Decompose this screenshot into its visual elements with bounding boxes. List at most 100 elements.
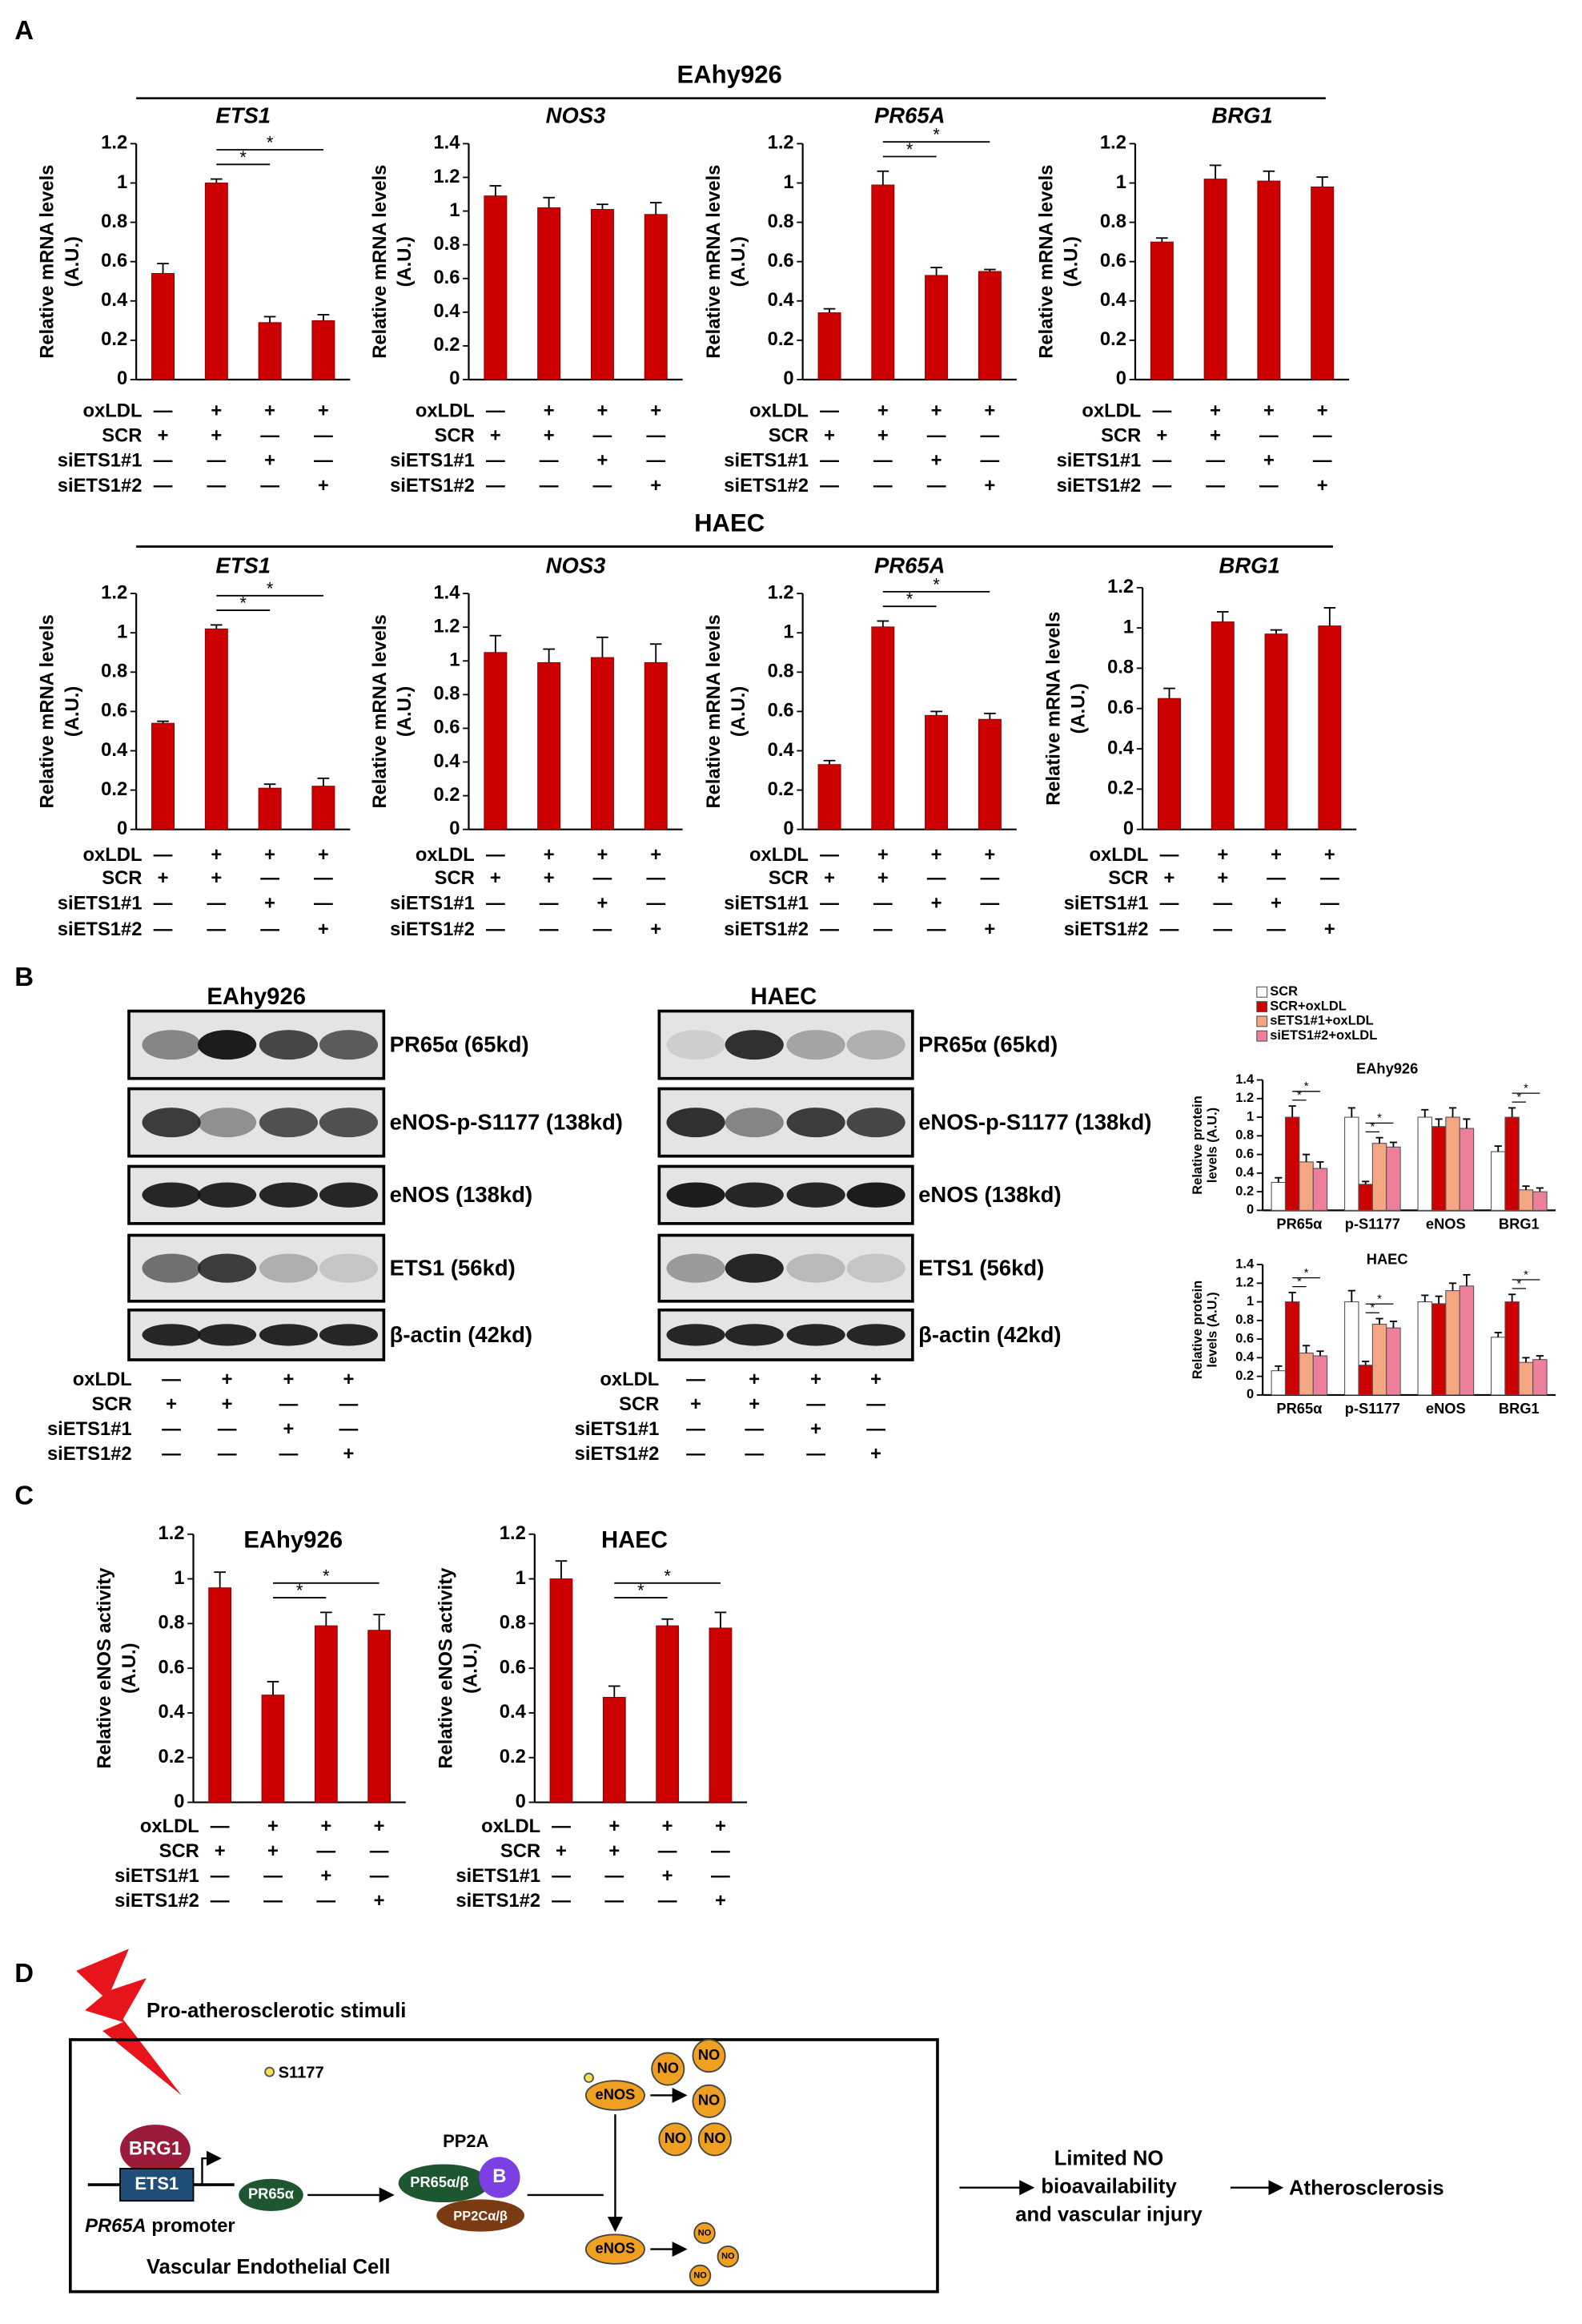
diagram-text: PP2Cα/β (453, 2209, 508, 2224)
condition-sign: — (339, 1393, 359, 1415)
blot-band (142, 1030, 201, 1060)
condition-sign: + (1263, 450, 1275, 472)
bar (1371, 1143, 1387, 1211)
condition-sign: + (1317, 400, 1328, 422)
blot-band (259, 1324, 319, 1346)
bar (978, 271, 1002, 380)
condition-sign: — (314, 425, 333, 447)
condition-sign: — (604, 1890, 624, 1912)
condition-sign: — (154, 844, 173, 866)
y-tick-label: 0.4 (101, 289, 128, 311)
condition-sign: — (1206, 475, 1225, 497)
condition-sign: + (222, 1393, 233, 1415)
condition-sign: — (540, 919, 559, 940)
y-axis-label: (A.U.) (728, 686, 749, 737)
significance-label: * (1297, 1276, 1302, 1289)
condition-sign: — (593, 475, 612, 497)
condition-sign: — (486, 844, 505, 866)
y-tick-label: 0 (1116, 368, 1126, 389)
y-tick-label: 1.4 (433, 132, 460, 154)
diagram-text: and vascular injury (1015, 2203, 1203, 2225)
bar (817, 764, 841, 830)
y-axis-label: (A.U.) (394, 236, 416, 287)
bar (1358, 1184, 1373, 1211)
y-axis-label: Relative mRNA levels (369, 165, 391, 359)
bar (258, 322, 282, 380)
bar (1299, 1353, 1314, 1396)
y-axis-label: Relative mRNA levels (703, 614, 725, 808)
condition-sign: + (877, 867, 889, 889)
diagram-text: NO (698, 2092, 720, 2109)
y-tick-label: 0.2 (1100, 328, 1126, 350)
condition-sign: — (486, 892, 505, 914)
condition-sign: — (711, 1865, 730, 1887)
condition-sign: + (1271, 892, 1282, 914)
b-shape (479, 2157, 520, 2198)
bar (484, 652, 508, 830)
blot-label: eNOS (138kd) (918, 1182, 1061, 1207)
condition-label: siETS1#1 (390, 892, 475, 914)
significance-label: * (239, 593, 247, 613)
bar (1445, 1290, 1460, 1396)
condition-label: siETS1#1 (456, 1865, 540, 1887)
y-tick-label: 0 (117, 818, 127, 839)
condition-label: oxLDL (416, 400, 475, 422)
y-tick-label: 0 (783, 368, 793, 389)
legend-swatch (1256, 1001, 1268, 1013)
condition-sign: + (877, 844, 889, 866)
condition-sign: + (715, 1815, 726, 1837)
bar (590, 209, 614, 380)
condition-sign: + (1210, 400, 1221, 422)
blot-band (319, 1253, 379, 1283)
bar (925, 714, 949, 830)
y-axis-label: (A.U.) (1068, 683, 1090, 734)
condition-sign: — (820, 400, 839, 422)
condition-sign: + (556, 1840, 567, 1862)
y-tick-label: 1 (783, 171, 793, 193)
y-tick-label: 0.6 (500, 1656, 526, 1678)
no-molecule (651, 2052, 685, 2086)
y-tick-label: 0.6 (158, 1656, 184, 1678)
panel-label: C (14, 1481, 34, 1510)
condition-sign: — (314, 450, 333, 472)
condition-sign: — (686, 1369, 705, 1390)
bar (644, 214, 668, 380)
condition-sign: — (486, 400, 505, 422)
blot-title: EAhy926 (207, 984, 306, 1010)
blot-band (725, 1253, 784, 1283)
bar (1431, 1126, 1447, 1211)
y-tick-label: 0.2 (1235, 1369, 1254, 1383)
x-tick-label: eNOS (1426, 1216, 1466, 1232)
condition-label: SCR (102, 867, 142, 889)
diagram-text: eNOS (596, 2085, 636, 2102)
condition-label: siETS1#2 (456, 1890, 540, 1912)
condition-sign: — (873, 892, 893, 914)
chart-title: NOS3 (546, 103, 606, 128)
condition-sign: + (824, 425, 835, 447)
diagram-text: NO (693, 2270, 707, 2280)
y-tick-label: 1 (783, 621, 793, 642)
brg1-shape (120, 2125, 191, 2175)
condition-sign: — (646, 450, 665, 472)
bar (1344, 1301, 1359, 1396)
cell-box (68, 2038, 939, 2294)
diagram-text: PP2A (443, 2131, 488, 2151)
condition-sign: — (154, 919, 173, 940)
condition-sign: — (866, 1393, 885, 1415)
no-molecule (717, 2246, 740, 2268)
condition-sign: + (931, 844, 942, 866)
y-tick-label: 0.4 (768, 289, 795, 311)
condition-label: siETS1#2 (114, 1890, 199, 1912)
condition-sign: — (540, 892, 559, 914)
bar (208, 1587, 232, 1803)
y-tick-label: 0 (449, 818, 460, 839)
blot-band (198, 1182, 257, 1208)
blot-band (666, 1108, 725, 1138)
bar (311, 320, 335, 380)
y-tick-label: 0 (174, 1791, 184, 1812)
y-tick-label: 0.2 (433, 334, 460, 356)
condition-sign: + (211, 867, 222, 889)
condition-sign: — (218, 1443, 237, 1465)
significance-label: * (1516, 1277, 1521, 1290)
y-axis-label: (A.U.) (62, 686, 83, 737)
